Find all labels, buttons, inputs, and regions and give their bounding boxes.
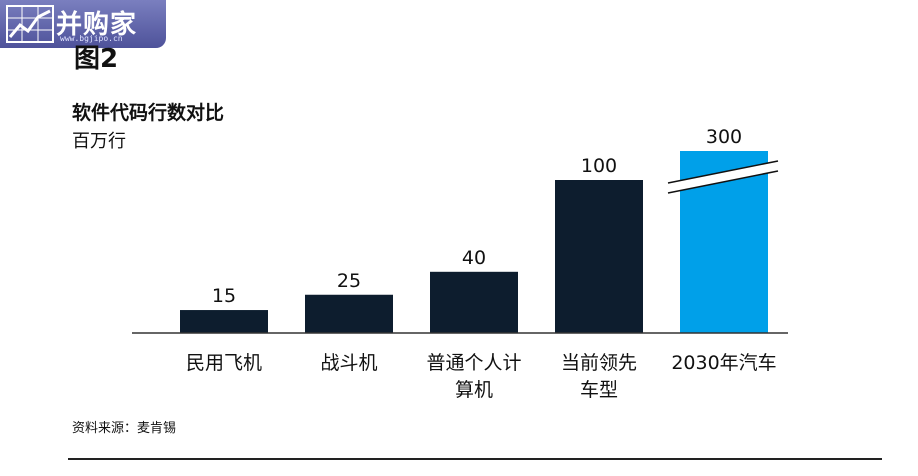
data-label-2: 40: [462, 247, 486, 269]
watermark-url: www.bgjipo.cn: [60, 34, 123, 43]
bar-2: [430, 271, 518, 333]
category-label-1: 战斗机: [320, 352, 377, 374]
watermark-brand: 并购家: [56, 10, 138, 40]
data-label-3: 100: [581, 155, 617, 177]
axis-break-line-bottom: [667, 170, 779, 194]
data-label-0: 15: [212, 285, 236, 307]
bar-0: [180, 310, 268, 333]
category-label-0: 民用飞机: [186, 352, 262, 374]
data-label-4: 300: [706, 126, 742, 148]
chart-unit: 百万行: [72, 131, 126, 152]
bar-1: [305, 294, 393, 333]
axis-break-line-top: [667, 160, 779, 184]
category-label-4: 2030年汽车: [671, 352, 776, 374]
data-label-1: 25: [337, 270, 361, 292]
chart-line-icon: [6, 5, 54, 43]
bottom-divider: [68, 458, 882, 460]
source-note: 资料来源：麦肯锡: [72, 421, 177, 436]
axis-break-gap: [668, 161, 778, 193]
watermark-logo: 并购家 www.bgjipo.cn: [0, 0, 166, 48]
bar-3: [555, 180, 643, 333]
figure-label: 图2: [74, 44, 119, 74]
category-label-2: 普通个人计算机: [426, 352, 521, 401]
chart-title: 软件代码行数对比: [72, 102, 225, 124]
category-label-3: 当前领先车型: [561, 352, 637, 401]
